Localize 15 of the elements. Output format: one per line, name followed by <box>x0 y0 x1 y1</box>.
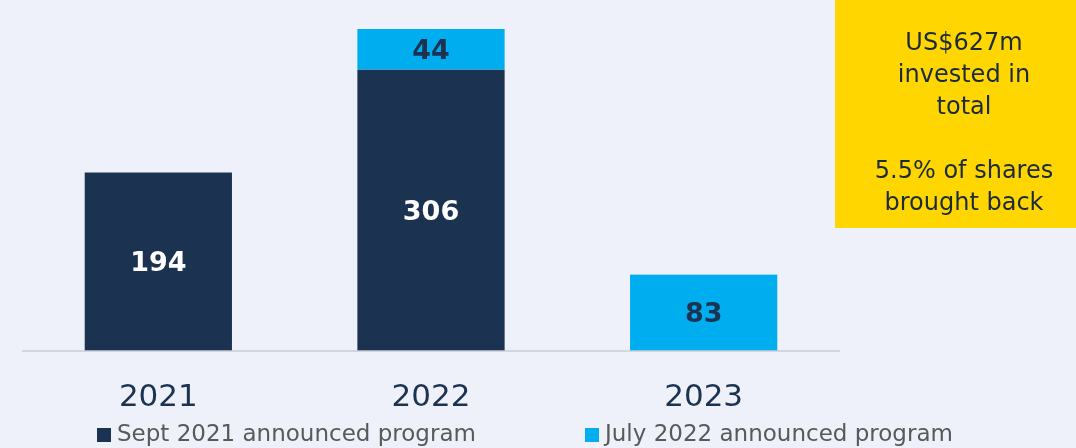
bar <box>84 172 232 351</box>
data-label: 194 <box>130 246 187 278</box>
legend-label: July 2022 announced program <box>603 420 953 446</box>
bar <box>630 274 778 351</box>
legend-label: Sept 2021 announced program <box>117 420 476 446</box>
data-label: 83 <box>684 297 723 329</box>
x-tick-label: 2022 <box>391 377 471 413</box>
text: 5.5% of shares brought back <box>874 156 1054 216</box>
bar <box>357 29 505 70</box>
x-tick-label: 2023 <box>664 377 744 413</box>
x-tick-label: 2021 <box>118 377 198 413</box>
bar <box>357 69 505 351</box>
data-label: 44 <box>412 33 450 65</box>
text: US$627m invested in total <box>897 28 1031 120</box>
data-label: 306 <box>402 194 460 226</box>
